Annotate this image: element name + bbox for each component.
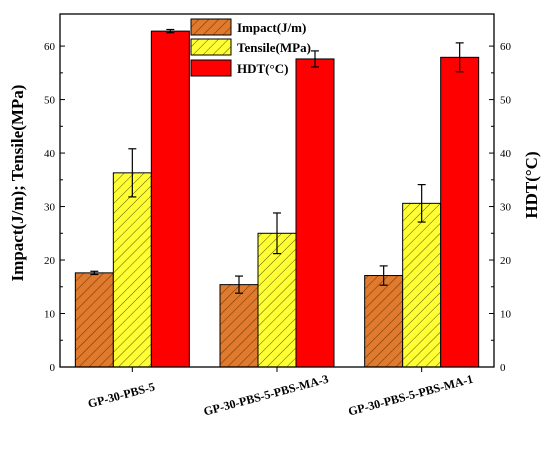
error-bar-tensile-3: [417, 184, 426, 223]
bar-tensile-2: [257, 232, 297, 368]
bar-impact-1: [74, 272, 114, 368]
error-bar-hdt-3: [455, 42, 464, 73]
bar-hdt-2: [295, 58, 335, 368]
y-axis-left-title: Impact(J/m); Tensile(MPa): [8, 85, 27, 282]
y-right-tick-label-20: 20: [500, 255, 512, 267]
y-left-tick-label-20: 20: [44, 255, 56, 267]
x-tick-label-2: GP-30-PBS-5-PBS-MA-3: [202, 372, 330, 419]
error-bar-hdt-2: [311, 50, 319, 68]
x-tick-label-1: GP-30-PBS-5: [86, 379, 156, 410]
legend-label-hdt: HDT(°C): [237, 61, 288, 76]
y-left-tick-label-50: 50: [44, 95, 56, 107]
legend-label-impact: Impact(J/m): [237, 20, 306, 35]
bar-impact-2: [219, 284, 259, 368]
y-right-tick-label-50: 50: [500, 95, 512, 107]
bar-impact-3: [364, 275, 404, 368]
legend: Impact(J/m) Tensile(MPa) HDT(°C): [190, 18, 311, 77]
error-bar-hdt-1: [166, 28, 175, 34]
bars-layer: [74, 30, 480, 368]
legend-swatch-hdt: [190, 59, 232, 77]
error-bars-layer: [90, 28, 464, 294]
y-right-tick-label-0: 0: [500, 362, 506, 374]
bar-tensile-3: [402, 202, 442, 368]
y-right-tick-label-10: 10: [500, 309, 512, 321]
error-bar-impact-3: [379, 265, 388, 286]
x-tick-label-3: GP-30-PBS-5-PBS-MA-1: [347, 372, 475, 419]
error-bar-tensile-2: [273, 212, 281, 255]
legend-swatch-impact: [190, 18, 232, 36]
y-left-tick-label-10: 10: [44, 309, 56, 321]
bar-hdt-3: [440, 56, 480, 368]
error-bar-impact-2: [235, 275, 243, 294]
bar-hdt-1: [150, 30, 190, 368]
y-right-tick-label-60: 60: [500, 41, 512, 53]
y-left-tick-label-60: 60: [44, 41, 56, 53]
legend-label-tensile: Tensile(MPa): [237, 40, 311, 55]
y-right-tick-label-30: 30: [500, 202, 512, 214]
y-left-tick-label-40: 40: [44, 148, 56, 160]
legend-swatch-tensile: [190, 38, 232, 56]
error-bar-tensile-1: [128, 148, 137, 198]
error-bar-impact-1: [90, 270, 99, 276]
y-left-tick-label-0: 0: [50, 362, 56, 374]
y-left-tick-label-30: 30: [44, 202, 56, 214]
y-right-tick-label-40: 40: [500, 148, 512, 160]
bar-tensile-1: [112, 172, 152, 368]
y-axis-right-title: HDT(°C): [522, 151, 541, 218]
